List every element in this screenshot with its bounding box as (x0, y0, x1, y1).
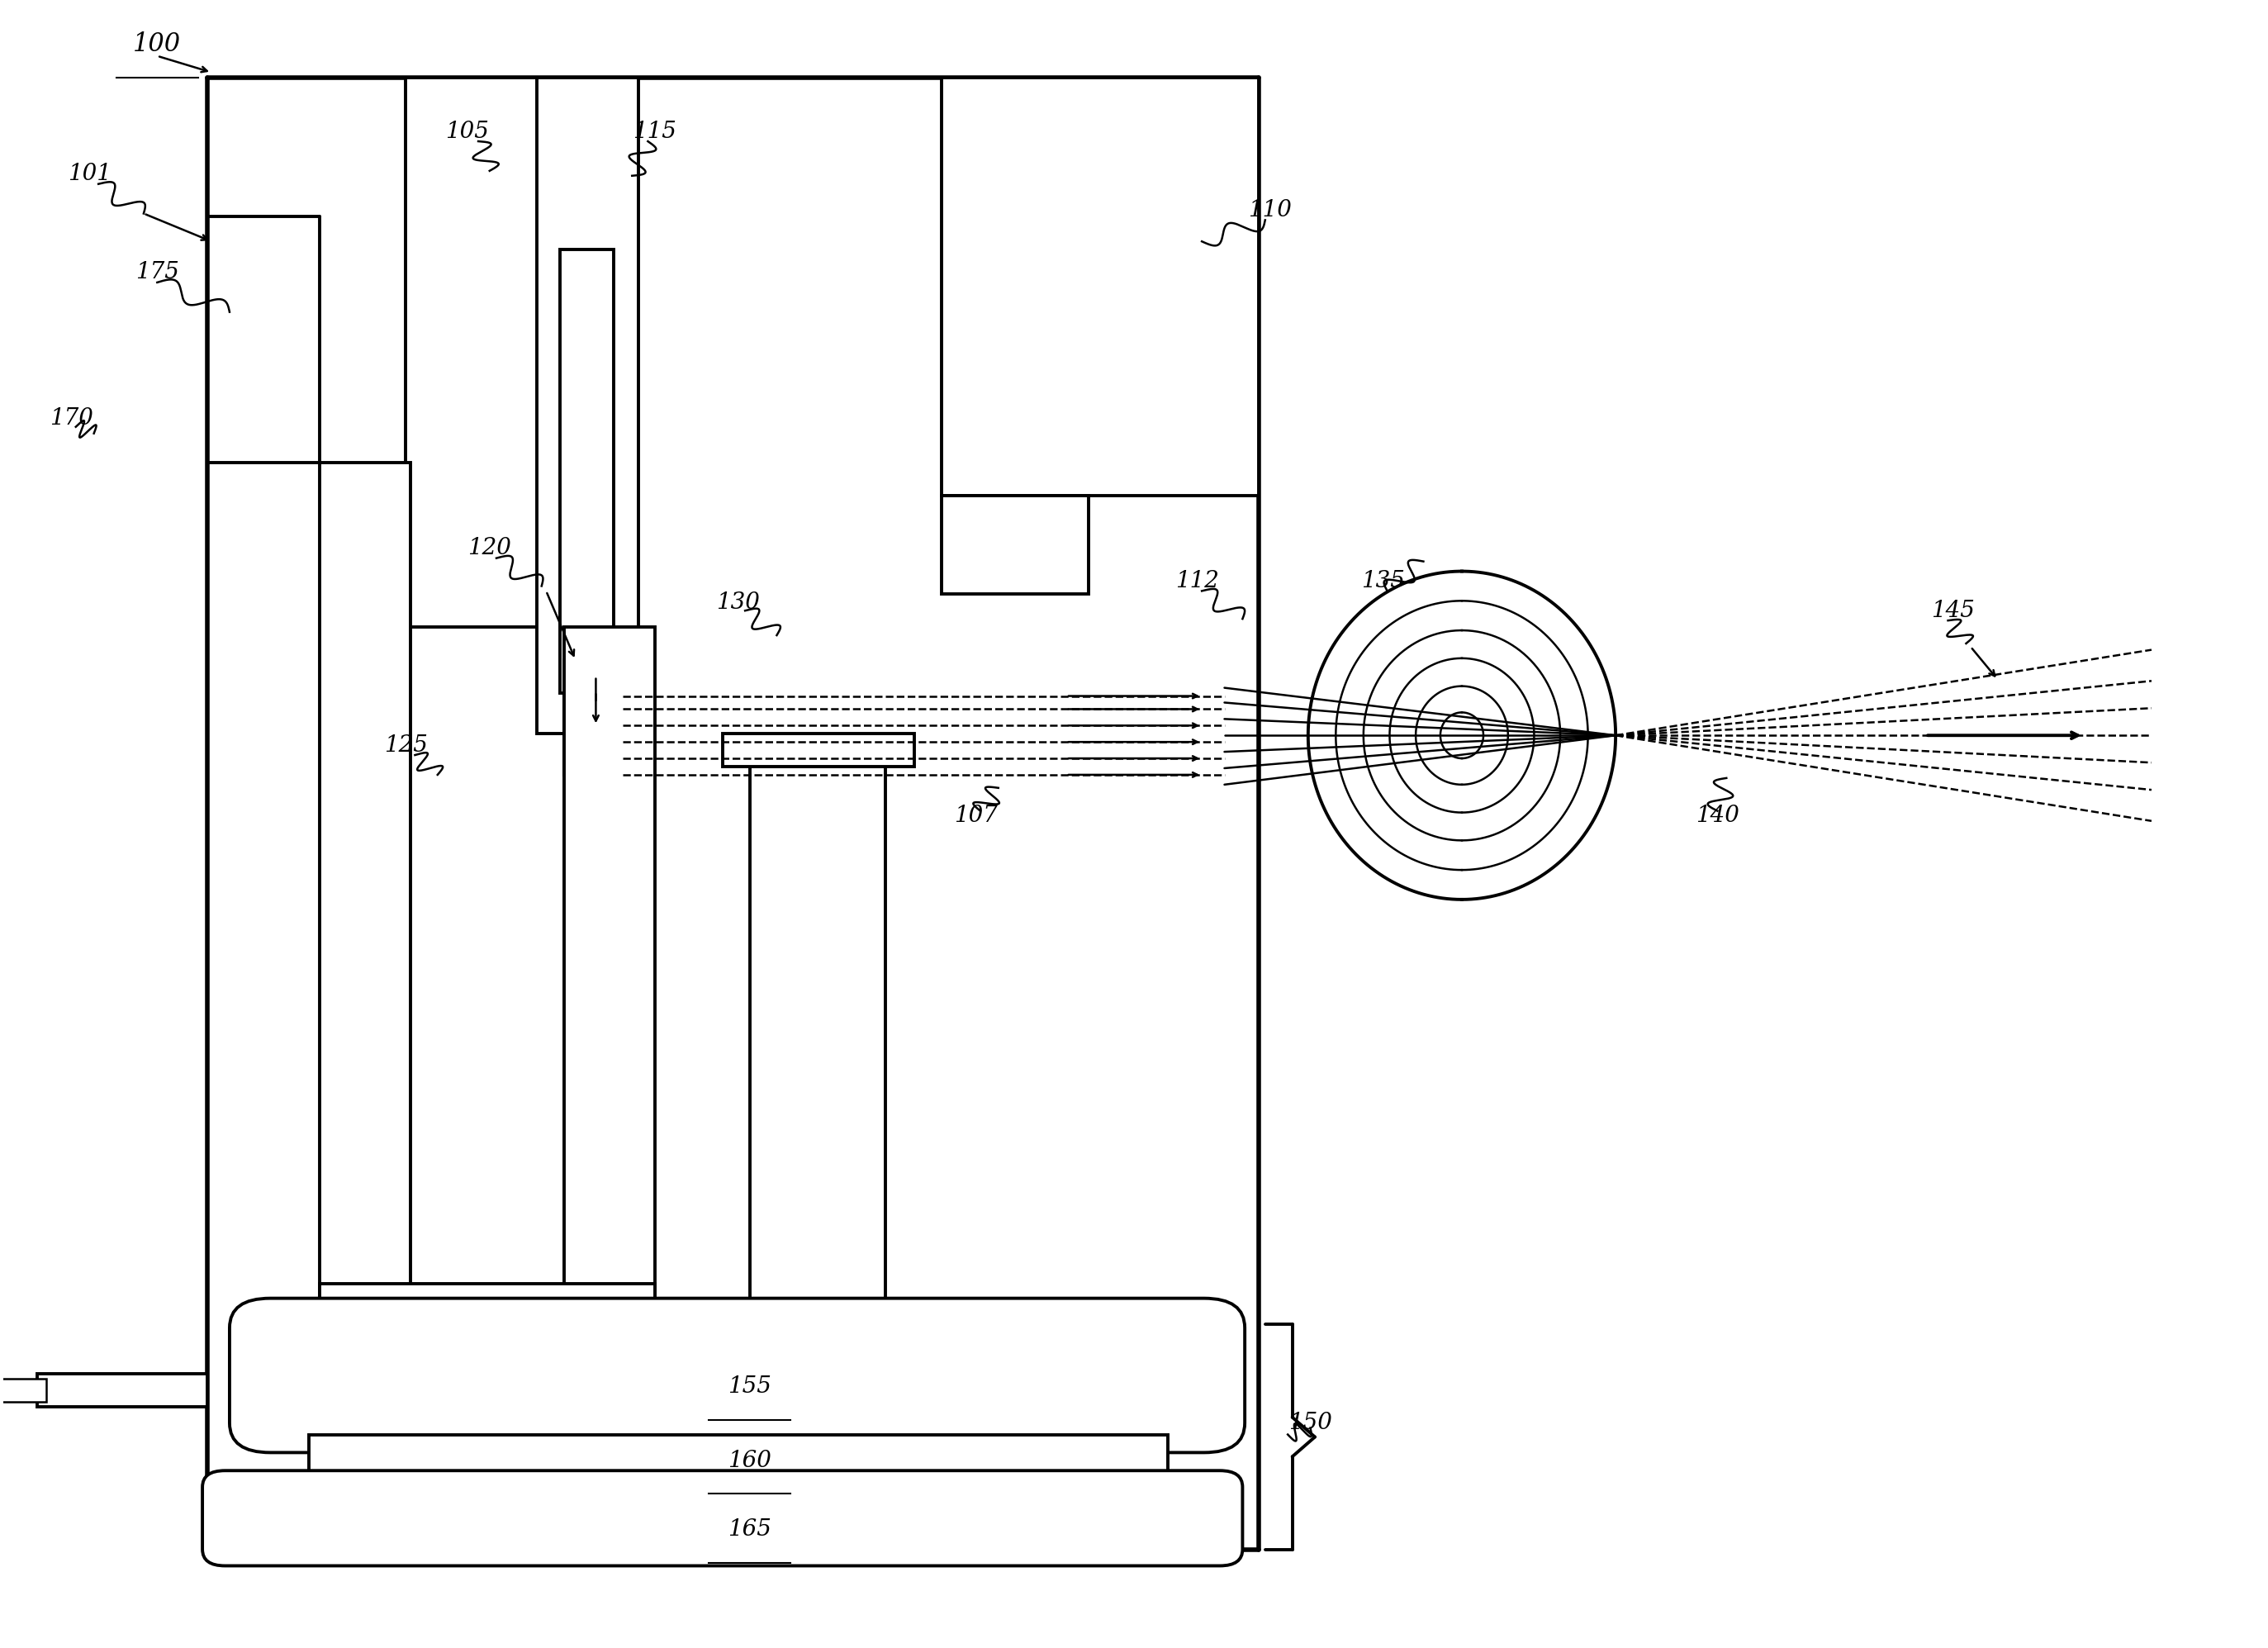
Bar (308, 1434, 1168, 1496)
FancyBboxPatch shape (229, 1299, 1245, 1452)
Bar (406, 77, 547, 628)
Bar (751, 766, 885, 1317)
Bar (941, 496, 1089, 595)
Text: 112: 112 (1175, 570, 1220, 592)
Text: 130: 130 (717, 592, 760, 613)
Bar (320, 463, 411, 1317)
Text: 100: 100 (134, 31, 181, 58)
Text: 135: 135 (1361, 570, 1404, 592)
Text: 155: 155 (728, 1376, 771, 1398)
Bar (565, 628, 655, 1317)
Text: 107: 107 (955, 804, 998, 827)
Bar (723, 733, 914, 766)
Text: 105: 105 (445, 120, 490, 143)
Text: 175: 175 (136, 262, 179, 283)
Text: 120: 120 (467, 537, 510, 559)
Bar (0, 1379, 45, 1402)
Text: 145: 145 (1930, 600, 1975, 621)
Bar (538, 77, 640, 733)
Text: 101: 101 (68, 163, 111, 185)
Text: 160: 160 (728, 1450, 771, 1472)
Text: 140: 140 (1696, 804, 1740, 827)
Bar (560, 249, 615, 692)
Text: 165: 165 (728, 1518, 771, 1541)
Bar (565, 659, 624, 775)
Text: 150: 150 (1288, 1412, 1331, 1434)
Text: 110: 110 (1247, 199, 1290, 221)
Bar (941, 77, 1259, 496)
Bar (320, 1284, 655, 1333)
Text: 170: 170 (50, 407, 93, 430)
Text: 125: 125 (383, 733, 429, 756)
FancyBboxPatch shape (202, 1470, 1243, 1566)
Bar (36, 1374, 206, 1407)
Text: 115: 115 (633, 120, 676, 143)
